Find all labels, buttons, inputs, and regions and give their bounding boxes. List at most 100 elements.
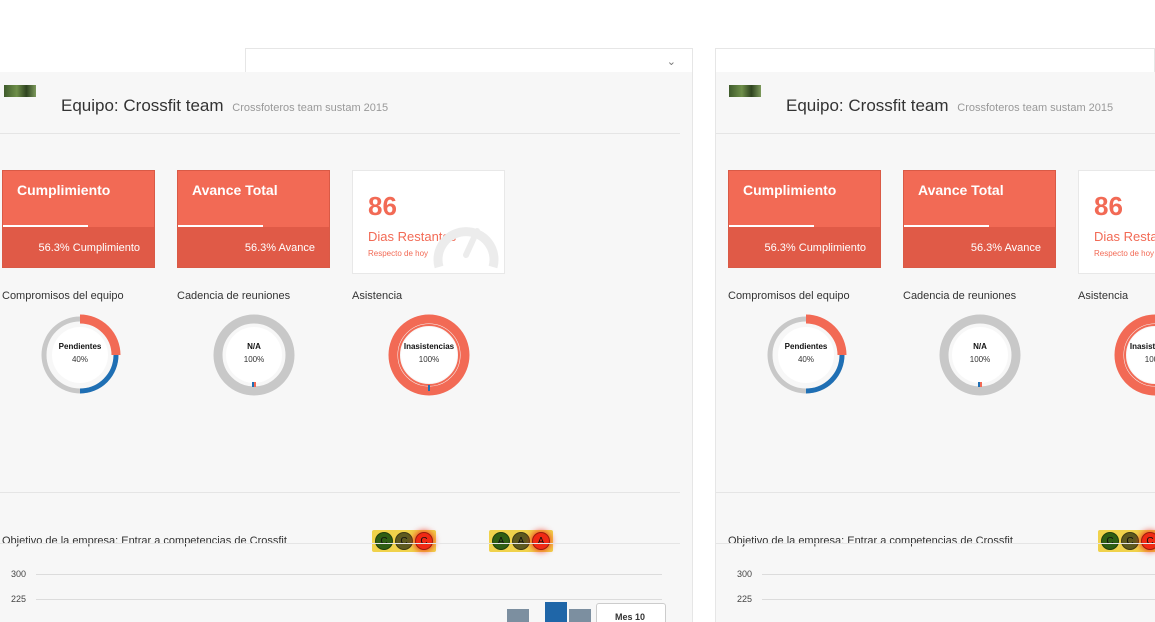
kpi-label: Avance Total xyxy=(918,182,1004,198)
light-olive: C xyxy=(395,532,413,550)
kpi-value: 56.3% Cumplimiento xyxy=(764,242,867,254)
kpi-lower xyxy=(729,227,880,267)
light-green: C xyxy=(1101,532,1119,550)
team-panel-1: ⌄ Equipo: Crossfit team Crossfoteros tea… xyxy=(0,48,693,622)
objective-text: Objetivo de la empresa: Entrar a compete… xyxy=(728,535,1013,547)
panel-header-bar: ⌄ xyxy=(245,48,693,72)
days-number: 86 xyxy=(368,191,397,221)
donut-chart xyxy=(1114,314,1155,396)
donut-label: Pendientes xyxy=(784,342,828,351)
grid-line xyxy=(762,599,1155,600)
donut-compromisos[interactable]: Pendientes 40% xyxy=(38,313,122,397)
chart-bar[interactable] xyxy=(545,602,567,622)
section-label-compromisos: Compromisos del equipo xyxy=(2,290,124,302)
donut-label: Inasistencias xyxy=(1129,342,1155,351)
light-red: A xyxy=(532,532,550,550)
kpi-lower xyxy=(178,227,329,267)
divider xyxy=(0,133,680,134)
y-tick-label: 225 xyxy=(11,594,27,604)
chart-bar[interactable] xyxy=(507,609,529,622)
donut-percent: 100% xyxy=(969,355,991,364)
team-title-text: Equipo: Crossfit team xyxy=(786,96,949,115)
donut-label: N/A xyxy=(973,342,987,351)
y-tick-label: 300 xyxy=(737,569,753,579)
light-green: A xyxy=(492,532,510,550)
chevron-down-icon[interactable]: ⌄ xyxy=(666,56,676,68)
donut-label: Inasistencias xyxy=(403,342,455,351)
light-olive: A xyxy=(512,532,530,550)
traffic-lights-1: C C C xyxy=(1098,530,1155,552)
kpi-progress-bar xyxy=(904,225,989,227)
donut-chart xyxy=(388,314,470,396)
divider xyxy=(716,133,1155,134)
donut-percent: 100% xyxy=(1144,355,1155,364)
donut-asistencia[interactable]: Inasistencias 100% xyxy=(387,313,471,397)
traffic-lights-2: A A A xyxy=(489,530,553,552)
donut-cadencia[interactable]: N/A 100% xyxy=(212,313,296,397)
bar-area xyxy=(0,602,693,622)
chart-bar[interactable] xyxy=(569,609,591,622)
section-label-asistencia: Asistencia xyxy=(352,290,403,302)
kpi-cumplimiento: Cumplimiento 56.3% Cumplimiento xyxy=(728,170,881,268)
speedometer-icon xyxy=(433,227,499,269)
objective-text: Objetivo de la empresa: Entrar a compete… xyxy=(2,535,287,547)
panel-body: Equipo: Crossfit team Crossfoteros team … xyxy=(715,72,1155,622)
kpi-progress-bar xyxy=(3,225,88,227)
donut-chart xyxy=(939,314,1021,396)
donut-label: Pendientes xyxy=(58,342,102,351)
tooltip-text: Mes 10 xyxy=(615,612,646,622)
donut-cadencia[interactable]: N/A 100% xyxy=(938,313,1022,397)
kpi-cumplimiento: Cumplimiento 56.3% Cumplimiento xyxy=(2,170,155,268)
divider xyxy=(0,543,680,544)
team-title: Equipo: Crossfit team Crossfoteros team … xyxy=(786,96,1113,116)
team-title-text: Equipo: Crossfit team xyxy=(61,96,224,115)
panel-body: Equipo: Crossfit team Crossfoteros team … xyxy=(0,72,693,622)
days-remaining-card: 86 Dias Restantes Respecto de hoy xyxy=(352,170,505,274)
chart-tooltip: Mes 10 xyxy=(596,603,666,622)
days-sub: Respecto de hoy xyxy=(368,249,429,258)
section-label-compromisos: Compromisos del equipo xyxy=(728,290,850,302)
donut-percent: 40% xyxy=(71,355,88,364)
traffic-lights-1: C C C xyxy=(372,530,436,552)
kpi-value: 56.3% Avance xyxy=(970,242,1041,254)
kpi-label: Cumplimiento xyxy=(17,182,111,198)
light-red: C xyxy=(1141,532,1155,550)
donut-percent: 100% xyxy=(243,355,265,364)
divider xyxy=(716,492,1155,493)
kpi-progress-bar xyxy=(729,225,814,227)
panel-header-bar xyxy=(715,48,1155,72)
days-remaining-card: 86 Dias Restantes Respecto de hoy xyxy=(1078,170,1155,274)
light-olive: C xyxy=(1121,532,1139,550)
donut-compromisos[interactable]: Pendientes 40% xyxy=(764,313,848,397)
kpi-value: 56.3% Avance xyxy=(244,242,315,254)
team-subtitle: Crossfoteros team sustam 2015 xyxy=(232,102,389,114)
grid-line xyxy=(36,599,662,600)
days-label: Dias Restantes xyxy=(368,229,457,244)
grid-line xyxy=(762,574,1155,575)
kpi-lower xyxy=(904,227,1055,267)
team-panel-2: Equipo: Crossfit team Crossfoteros team … xyxy=(715,48,1155,622)
donut-chart xyxy=(41,314,121,394)
donut-chart xyxy=(767,314,847,394)
team-subtitle: Crossfoteros team sustam 2015 xyxy=(957,102,1114,114)
divider xyxy=(716,543,1155,544)
donut-asistencia[interactable]: Inasistencias 100% xyxy=(1113,313,1155,397)
kpi-progress-bar xyxy=(178,225,263,227)
kpi-avance-total: Avance Total 56.3% Avance xyxy=(177,170,330,268)
y-tick-label: 225 xyxy=(737,594,753,604)
section-label-cadencia: Cadencia de reuniones xyxy=(177,290,291,302)
divider xyxy=(0,492,680,493)
team-title: Equipo: Crossfit team Crossfoteros team … xyxy=(61,96,388,116)
team-avatar xyxy=(4,85,36,97)
kpi-avance-total: Avance Total 56.3% Avance xyxy=(903,170,1056,268)
days-number: 86 xyxy=(1094,191,1123,221)
donut-label: N/A xyxy=(247,342,261,351)
days-label: Dias Restantes xyxy=(1094,229,1155,244)
section-label-asistencia: Asistencia xyxy=(1078,290,1129,302)
kpi-label: Avance Total xyxy=(192,182,278,198)
donut-percent: 100% xyxy=(418,355,440,364)
donut-chart xyxy=(213,314,295,396)
kpi-label: Cumplimiento xyxy=(743,182,837,198)
donut-percent: 40% xyxy=(797,355,814,364)
light-green: C xyxy=(375,532,393,550)
